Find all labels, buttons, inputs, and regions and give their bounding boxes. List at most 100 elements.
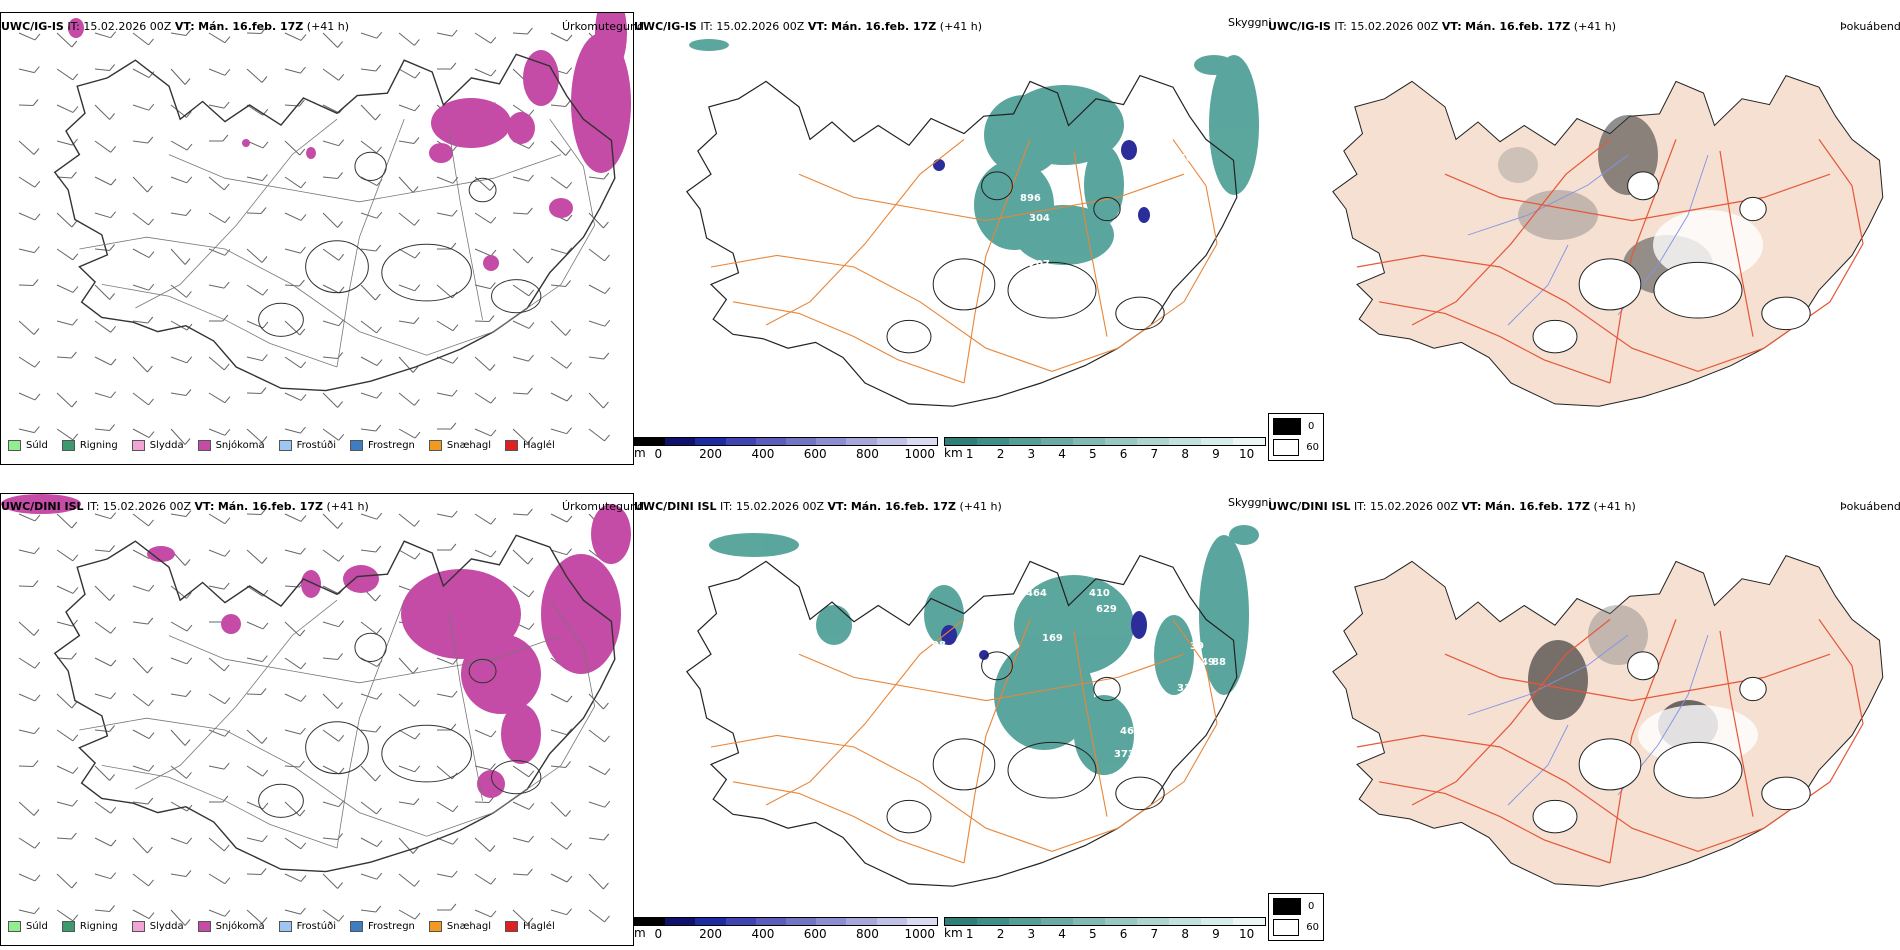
scale-unit: m [634, 446, 646, 460]
precip-legend-item: Súld [8, 440, 48, 451]
scale-tick-label: 6 [1119, 927, 1128, 941]
header-bottom-1: UWC/DINI ISL IT: 15.02.2026 00Z VT: Mán.… [1, 500, 369, 513]
legend-swatch [197, 921, 211, 932]
elevation-label: 373 [1114, 749, 1135, 760]
fog-legend-label: 0 [1308, 420, 1315, 432]
fog-legend-row: 0 [1273, 897, 1319, 915]
precip-legend-item: Haglél [505, 921, 555, 932]
legend-swatch [350, 921, 363, 932]
color-bar-segment [695, 438, 726, 445]
color-bar-segment [1073, 438, 1105, 445]
color-bar-segment [665, 918, 696, 925]
scale-tick-label: 4 [1058, 447, 1066, 461]
color-bar-segment [786, 438, 817, 445]
precip-legend-item: Frostregn [350, 440, 415, 451]
precip-legend-bottom: Súld Rigning Slydda Snjókoma Frostúði Frostre… [8, 921, 569, 932]
scale-tick-label: 200 [699, 927, 723, 941]
visibility-scale-top: 1 2 3 4 5 6 7 8 9 10 km [944, 437, 1266, 461]
fog-legend-swatch [1273, 417, 1301, 435]
fog-legend-label: 60 [1306, 921, 1319, 933]
legend-label: Slydda [149, 921, 184, 932]
color-bar-segment [1041, 438, 1073, 445]
color-bar-segment [945, 918, 977, 925]
legend-swatch [61, 440, 75, 451]
scale-tick-label: 2 [996, 927, 1005, 941]
scale-tick-label: 800 [856, 927, 879, 941]
fog-panel-top [1268, 35, 1900, 465]
color-bar-segment [725, 438, 756, 445]
color-bar [634, 437, 938, 446]
scale-tick-label: 10 [1239, 447, 1255, 461]
fog-legend-row: 0 [1273, 417, 1319, 435]
header-top-2: UWC/IG-IS IT: 15.02.2026 00Z VT: Mán. 16… [634, 20, 983, 33]
color-bar-segment [1169, 918, 1201, 925]
color-bar-segment [1201, 918, 1233, 925]
color-bar-segment [816, 438, 847, 445]
fog-legend-label: 0 [1308, 900, 1315, 912]
scale-tick-label: 7 [1150, 447, 1159, 461]
color-bar-segment [695, 918, 726, 925]
fog-legend-label: 60 [1306, 441, 1319, 453]
legend-label: Snæhagl [446, 921, 492, 932]
legend-label: Frostregn [368, 921, 415, 932]
elevation-label: 27 [1004, 251, 1018, 262]
legend-swatch [197, 440, 211, 451]
precip-legend-item: Haglél [505, 440, 555, 451]
precip-map-bottom [1, 494, 631, 926]
color-bar-segment [846, 918, 877, 925]
legend-label: Snæhagl [446, 440, 492, 451]
panel-title-visibility-top: Skyggni [1228, 16, 1272, 29]
scale-tick-label: 6 [1119, 447, 1128, 461]
precip-type-panel-top: Súld Rigning Slydda Snjókoma Frostúði Frostre… [0, 12, 634, 465]
header-top-1: UWC/IG-IS IT: 15.02.2026 00Z VT: Mán. 16… [1, 20, 350, 33]
color-bar-segment [755, 918, 787, 925]
visibility-panel-bottom: 464 410 629 169 373 749 88 39 34 31 46 98 [634, 515, 1264, 945]
scale-tick-label: 8 [1181, 927, 1189, 941]
elevation-label: 410 [1089, 588, 1110, 599]
fog-legend-top: 0 60 [1268, 413, 1324, 461]
elevation-label: 629 [1096, 604, 1117, 615]
fog-legend-bottom: 0 60 [1268, 893, 1324, 941]
elevation-label: 464 [1026, 588, 1047, 599]
scale-tick-label: 400 [751, 447, 775, 461]
scale-unit: km [944, 446, 963, 460]
header-bottom-2: UWC/DINI ISL IT: 15.02.2026 00Z VT: Mán.… [634, 500, 1002, 513]
color-bar-segment [1201, 438, 1233, 445]
height-scale-bottom: 0 200 400 600 800 1000 m [634, 917, 938, 941]
scale-tick-label: 8 [1181, 447, 1189, 461]
elevation-label: 749 [1194, 657, 1215, 668]
visibility-map-top: 896 304 207 293 508 27 [685, 39, 1259, 407]
color-bar-segment [1105, 438, 1137, 445]
elevation-label: 39 [1190, 641, 1204, 652]
precip-legend-item: Snjókoma [197, 921, 265, 932]
precip-legend-top: Súld Rigning Slydda Snjókoma Frostúði Frostre… [8, 440, 569, 451]
legend-label: Súld [26, 921, 48, 932]
scale-unit: m [634, 926, 646, 940]
precip-legend-item: Frostúði [278, 440, 336, 451]
legend-label: Súld [26, 440, 48, 451]
fog-panel-bottom [1268, 515, 1900, 945]
elevation-label: 46 [1120, 726, 1134, 737]
legend-swatch [131, 440, 145, 451]
color-bar-segment [635, 918, 666, 925]
elevation-label: 896 [1020, 193, 1041, 204]
elevation-label: 304 [1029, 213, 1050, 224]
legend-swatch [505, 921, 519, 932]
scale-tick-label: 0 [654, 447, 663, 461]
precip-legend-item: Slydda [131, 921, 184, 932]
color-bar-segment [1137, 438, 1169, 445]
panel-title-fog-bottom: Þokuábendi [1840, 500, 1900, 513]
fog-legend-swatch [1273, 897, 1301, 915]
color-bar-segment [846, 438, 877, 445]
fog-map-bottom [1332, 554, 1884, 887]
scale-unit: km [944, 926, 963, 940]
legend-swatch [61, 921, 75, 932]
precip-legend-item: Snjókoma [197, 440, 265, 451]
header-bottom-3: UWC/DINI ISL IT: 15.02.2026 00Z VT: Mán.… [1268, 500, 1636, 513]
precip-legend-item: Slydda [131, 440, 184, 451]
scale-tick-label: 3 [1027, 927, 1036, 941]
color-bar-segment [945, 438, 977, 445]
color-bar-segment [1041, 918, 1073, 925]
precip-legend-item: Snæhagl [428, 440, 492, 451]
